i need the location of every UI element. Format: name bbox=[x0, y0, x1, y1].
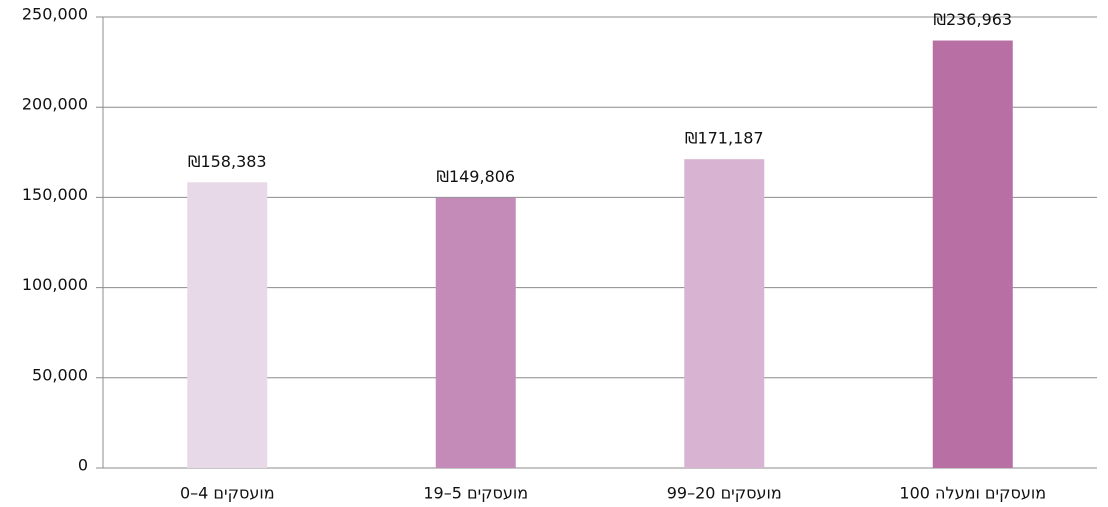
y-tick-label: 200,000 bbox=[22, 95, 88, 114]
y-tick-label: 50,000 bbox=[32, 365, 88, 384]
value-label: ₪158,383 bbox=[188, 152, 267, 171]
y-tick-label: 0 bbox=[78, 456, 88, 475]
x-tick-label: 19–5 מועסקים bbox=[423, 484, 528, 503]
y-tick-label: 250,000 bbox=[22, 5, 88, 24]
x-tick-label: 99–20 מועסקים bbox=[667, 484, 782, 503]
bar bbox=[187, 182, 268, 468]
y-tick-label: 100,000 bbox=[22, 275, 88, 294]
bar bbox=[435, 197, 516, 468]
value-label: ₪171,187 bbox=[685, 129, 764, 148]
value-label: ₪236,963 bbox=[933, 10, 1012, 29]
bar bbox=[932, 40, 1013, 469]
bar bbox=[684, 159, 765, 468]
x-tick-label: 0–4 מועסקים bbox=[180, 484, 275, 503]
y-tick-label: 150,000 bbox=[22, 185, 88, 204]
x-tick-label: 100 מועסקים ומעלה bbox=[899, 484, 1046, 503]
value-label: ₪149,806 bbox=[436, 167, 515, 186]
